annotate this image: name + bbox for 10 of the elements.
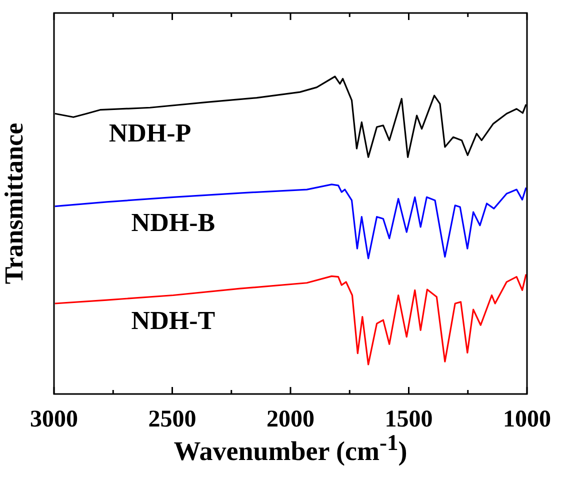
series-label: NDH-T (131, 306, 216, 335)
x-tick-label: 1500 (384, 406, 433, 433)
series-label: NDH-B (131, 208, 216, 237)
x-tick-label: 3000 (30, 406, 78, 433)
y-axis-title: Transmittance (0, 122, 28, 284)
series-label: NDH-P (108, 118, 192, 148)
x-axis-title: Wavenumber (cm$^{-1}$) (174, 430, 408, 466)
x-tick-label: 1000 (503, 406, 551, 433)
x-tick-label: 2500 (148, 406, 196, 433)
x-tick-label: 2000 (266, 406, 314, 433)
